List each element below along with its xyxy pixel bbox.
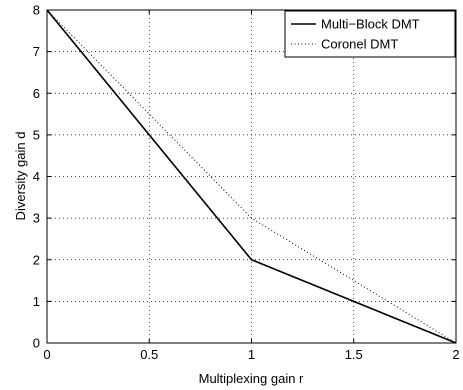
y-axis-label: Diversity gain d [13,132,28,221]
x-tick-label: 2 [452,347,459,362]
legend-box [284,10,456,58]
tick-labels: 0 0.5 1 1.5 2 0 1 2 3 4 5 6 7 8 [33,3,460,363]
x-tick-label: 0.5 [140,347,158,362]
y-tick-label: 0 [33,336,40,351]
series-line-1 [46,9,457,344]
legend-label-1: Multi−Block DMT [321,17,420,32]
y-tick-label: 2 [33,252,40,267]
y-tick-label: 6 [33,86,40,101]
x-tick-label: 1.5 [345,347,363,362]
x-tick-label: 0 [43,347,50,362]
y-tick-label: 4 [33,169,40,184]
y-tick-label: 7 [33,44,40,59]
y-tick-label: 3 [33,211,40,226]
y-tick-label: 5 [33,127,40,142]
series-layer [46,9,457,344]
legend: Multi−Block DMT Coronel DMT [284,10,456,58]
x-axis-label: Multiplexing gain r [199,371,304,386]
x-tick-label: 1 [248,347,255,362]
y-tick-label: 8 [33,3,40,18]
legend-label-2: Coronel DMT [321,37,398,52]
y-tick-label: 1 [33,294,40,309]
legend-entries: Multi−Block DMT Coronel DMT [291,17,420,52]
series-line-2 [46,9,457,344]
